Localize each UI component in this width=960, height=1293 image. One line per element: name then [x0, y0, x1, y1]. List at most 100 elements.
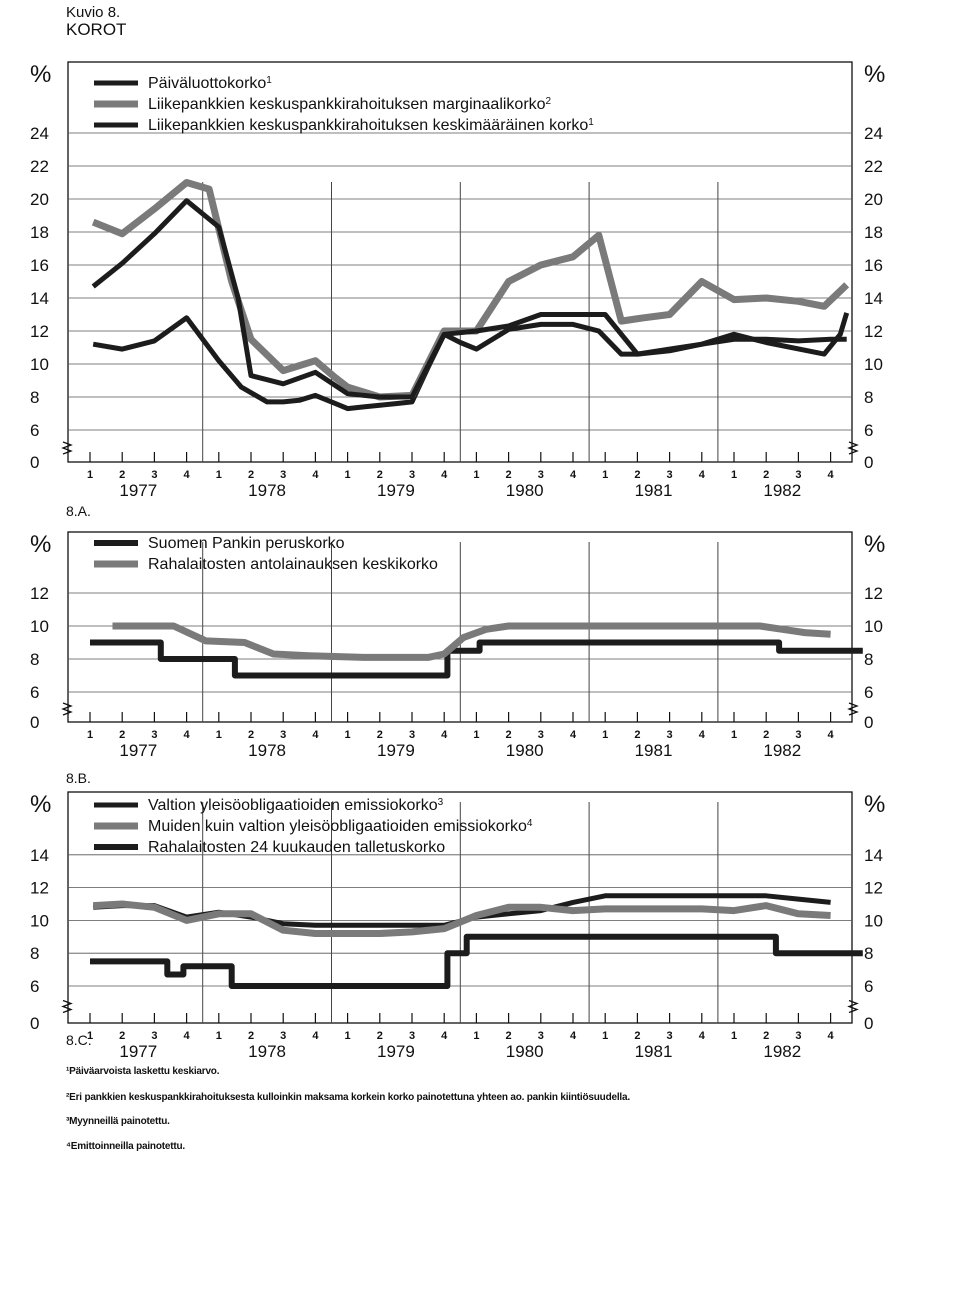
- panel-3-quarter-label: 2: [634, 1030, 640, 1042]
- panel-1-year-label: 1980: [506, 481, 544, 500]
- panel-1-label: 8.A.: [66, 503, 91, 519]
- panel-3-quarter-label: 2: [119, 1030, 125, 1042]
- panel-2-series-1-line: [90, 639, 863, 679]
- panel-1-quarter-label: 2: [763, 469, 769, 481]
- panel-3-legend-label-3: Rahalaitosten 24 kuukauden talletuskorko: [148, 839, 445, 856]
- panel-1-quarter-label: 2: [506, 469, 512, 481]
- panel-2-quarter-label: 2: [634, 729, 640, 741]
- panel-2-quarter-label: 3: [795, 729, 801, 741]
- panel-2-ytick-right: 8: [864, 650, 873, 669]
- panel-1-quarter-label: 3: [409, 469, 415, 481]
- panel-3-quarter-label: 1: [602, 1030, 608, 1042]
- panel-2-ytick-left: 0: [30, 713, 39, 732]
- panel-1-ytick-right: 24: [864, 124, 883, 143]
- panel-1-ytick-left: 20: [30, 190, 49, 209]
- panel-3-quarter-label: 4: [570, 1030, 577, 1042]
- panel-2-year-label: 1981: [635, 741, 673, 760]
- panel-2-ytick-left: 8: [30, 650, 39, 669]
- panel-2-year-label: 1980: [506, 741, 544, 760]
- panel-1-year-label: 1981: [635, 481, 673, 500]
- panel-2-quarter-label: 3: [667, 729, 673, 741]
- panel-3-quarter-label: 3: [795, 1030, 801, 1042]
- panel-2-quarter-label: 2: [377, 729, 383, 741]
- panel-2-quarter-label: 3: [280, 729, 286, 741]
- panel-3-quarter-label: 3: [409, 1030, 415, 1042]
- panel-1-quarter-label: 3: [667, 469, 673, 481]
- panel-3-quarter-label: 4: [699, 1030, 706, 1042]
- panel-2-legend-label-1: Suomen Pankin peruskorko: [148, 535, 345, 552]
- panel-2-quarter-label: 1: [473, 729, 479, 741]
- panel-3-series-2-line: [93, 900, 831, 937]
- panel-2-quarter-label: 1: [731, 729, 737, 741]
- panel-3-quarter-label: 2: [377, 1030, 383, 1042]
- panel-2-series-2-line: [112, 622, 831, 661]
- panel-2-year-label: 1977: [119, 741, 157, 760]
- panel-2-unit-left: %: [30, 531, 51, 558]
- panel-3-ytick-left: 0: [30, 1014, 39, 1033]
- panel-3-axis-break-left: [61, 999, 73, 1014]
- panel-1-quarter-label: 3: [795, 469, 801, 481]
- panel-1-year-label: 1982: [763, 481, 801, 500]
- panel-1-ytick-left: 12: [30, 322, 49, 341]
- panel-3-quarter-label: 2: [763, 1030, 769, 1042]
- panel-2-year-label: 1978: [248, 741, 286, 760]
- panel-1-ytick-right: 0: [864, 453, 873, 472]
- panel-3-year-label: 1977: [119, 1042, 157, 1061]
- footnote-3: ³Myynneillä painotettu.: [66, 1116, 170, 1127]
- panel-1-ytick-right: 14: [864, 289, 883, 308]
- panel-3-axis-break-right: [847, 999, 859, 1014]
- panel-3-legend-label-2: Muiden kuin valtion yleisöobligaatioiden…: [148, 818, 533, 836]
- panel-3-legend-note-mark-1: 3: [438, 797, 444, 808]
- panel-2-quarter-label: 4: [441, 729, 448, 741]
- panel-3-quarter-label: 4: [441, 1030, 448, 1042]
- panel-1-ytick-right: 18: [864, 223, 883, 242]
- panel-3-quarter-label: 3: [667, 1030, 673, 1042]
- panel-1-quarter-label: 2: [119, 469, 125, 481]
- panel-2-quarter-label: 4: [312, 729, 319, 741]
- panel-3-unit-left: %: [30, 791, 51, 818]
- panel-3-quarter-label: 1: [473, 1030, 479, 1042]
- panel-1-year-label: 1978: [248, 481, 286, 500]
- panel-2-quarter-label: 4: [828, 729, 835, 741]
- panel-1-unit-right: %: [864, 61, 885, 88]
- panel-3-legend-label-1: Valtion yleisöobligaatioiden emissiokork…: [148, 797, 444, 815]
- figure-title: KOROT: [66, 20, 127, 39]
- panel-3-series-3-line: [90, 933, 863, 989]
- panel-3-quarter-label: 3: [280, 1030, 286, 1042]
- panel-2-quarter-label: 4: [570, 729, 577, 741]
- panel-3-quarter-label: 2: [248, 1030, 254, 1042]
- panel-1-year-label: 1977: [119, 481, 157, 500]
- panel-3-ytick-right: 12: [864, 879, 883, 898]
- panel-3-quarter-label: 4: [184, 1030, 191, 1042]
- panel-1-quarter-label: 2: [248, 469, 254, 481]
- panel-3-quarter-label: 1: [87, 1030, 93, 1042]
- panel-3-ytick-right: 8: [864, 944, 873, 963]
- panel-1-axis-break-left: [61, 441, 73, 455]
- panel-3-unit-right: %: [864, 791, 885, 818]
- panel-3-ytick-right: 10: [864, 911, 883, 930]
- panel-1-ytick-left: 0: [30, 453, 39, 472]
- panel-3-ytick-left: 12: [30, 879, 49, 898]
- panel-3-ytick-left: 14: [30, 846, 49, 865]
- panel-1-series-1-line: [92, 312, 850, 412]
- panel-2-ytick-left: 12: [30, 584, 49, 603]
- panel-1-quarter-label: 1: [216, 469, 222, 481]
- panel-3-quarter-label: 1: [216, 1030, 222, 1042]
- panel-3-ytick-right: 0: [864, 1014, 873, 1033]
- panel-1-quarter-label: 1: [731, 469, 737, 481]
- panel-2-ytick-right: 0: [864, 713, 873, 732]
- panel-3-year-label: 1979: [377, 1042, 415, 1061]
- panel-2-quarter-label: 1: [216, 729, 222, 741]
- panel-3-quarter-label: 2: [506, 1030, 512, 1042]
- panel-3-year-label: 1982: [763, 1042, 801, 1061]
- panel-2-axis-break-left: [61, 702, 73, 716]
- footnote-4: ⁴Emittoinneilla painotettu.: [66, 1141, 185, 1152]
- panel-1-series-3-line: [91, 198, 847, 400]
- panel-1-legend-label-2: Liikepankkien keskuspankkirahoituksen ma…: [148, 96, 552, 114]
- panel-2-ytick-left: 6: [30, 683, 39, 702]
- panel-2-quarter-label: 3: [409, 729, 415, 741]
- panel-2-ytick-right: 6: [864, 683, 873, 702]
- panel-2-quarter-label: 1: [87, 729, 93, 741]
- panel-2-unit-right: %: [864, 531, 885, 558]
